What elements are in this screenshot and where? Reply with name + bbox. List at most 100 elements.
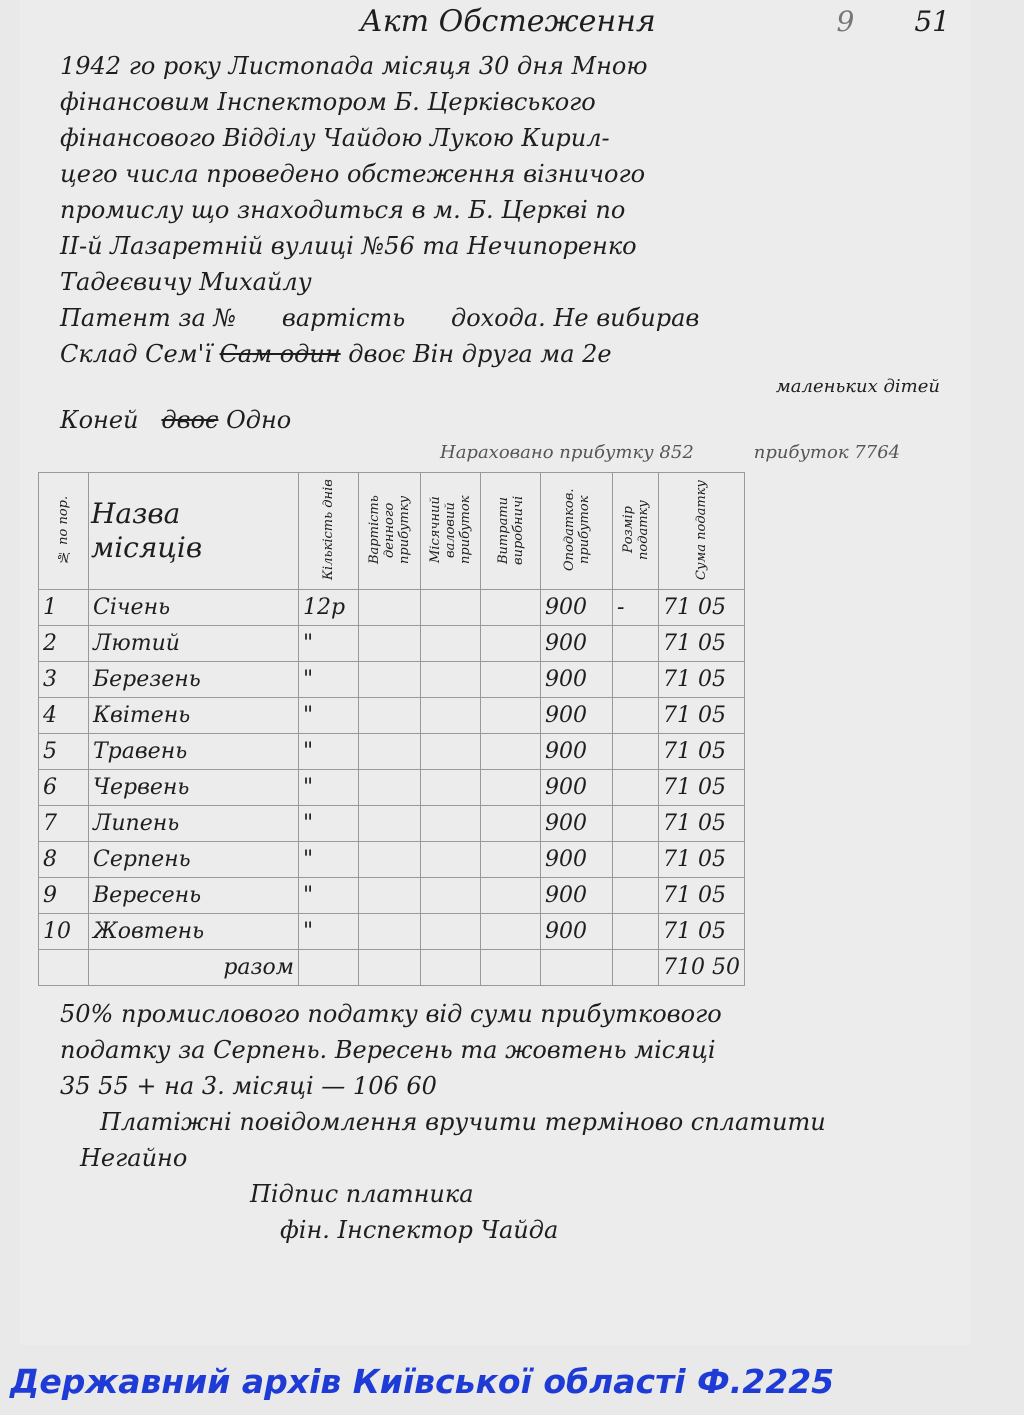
- cell-taxable: 900: [540, 733, 613, 770]
- table-row: 10 Жовтень " 900 71 05: [38, 913, 745, 950]
- page-number: 51: [914, 5, 950, 38]
- family-rest: двоє Він друга ма 2е: [348, 340, 612, 368]
- cell-empty: [480, 733, 541, 770]
- cell-month: Лютий: [88, 625, 299, 662]
- cell-taxable: 900: [540, 877, 613, 914]
- table-row: 9 Вересень " 900 71 05: [38, 877, 745, 914]
- family-label: Склад Сем'ї: [60, 340, 212, 368]
- cell-sum: 71 05: [658, 841, 745, 878]
- cell-empty: [420, 913, 481, 950]
- cell-month: Квітень: [88, 697, 299, 734]
- text-line: фінансового Відділу Чайдою Лукою Кирил-: [60, 124, 610, 152]
- cell-rate: [612, 697, 659, 734]
- cell-empty: [420, 877, 481, 914]
- margin-annotation: Нараховано прибутку 852: [440, 442, 694, 463]
- table-row: 4 Квітень " 900 71 05: [38, 697, 745, 734]
- cell-days: ": [298, 913, 359, 950]
- cell-empty: [358, 697, 421, 734]
- cell-empty: [358, 949, 421, 986]
- payer-signature-label: Підпис платника: [250, 1180, 474, 1208]
- tax-table: № по пор. Назва місяців Кількість днів В…: [38, 472, 745, 986]
- horses-struck: двоє: [161, 406, 219, 434]
- cell-days: ": [298, 625, 359, 662]
- cell-rate: [612, 913, 659, 950]
- cell-taxable: 900: [540, 697, 613, 734]
- cell-empty: [540, 949, 613, 986]
- cell-sum: 71 05: [658, 769, 745, 806]
- cell-taxable: 900: [540, 841, 613, 878]
- cell-empty: [420, 769, 481, 806]
- cell-rate: [612, 877, 659, 914]
- inspector-signature: фін. Інспектор Чайда: [280, 1216, 559, 1244]
- cell-empty: [420, 661, 481, 698]
- cell-sum: 71 05: [658, 733, 745, 770]
- cell-days: ": [298, 733, 359, 770]
- cell-empty: [480, 877, 541, 914]
- cell-empty: [420, 949, 481, 986]
- cell-empty: [480, 949, 541, 986]
- cell-days: 12р: [298, 589, 359, 626]
- cell-rate: [612, 733, 659, 770]
- family-struck: Сам один: [219, 340, 341, 368]
- cell-month: Жовтень: [88, 913, 299, 950]
- cell-n: 7: [38, 805, 89, 842]
- cell-empty: [358, 841, 421, 878]
- cell-month: Червень: [88, 769, 299, 806]
- text-line: Негайно: [80, 1144, 188, 1172]
- document-title: Акт Обстеження: [360, 4, 656, 39]
- header-days: Кількість днів: [321, 479, 336, 581]
- header-tax-rate: Розмір податку: [620, 500, 651, 560]
- cell-taxable: 900: [540, 625, 613, 662]
- cell-n: 8: [38, 841, 89, 878]
- cell-empty: [420, 733, 481, 770]
- text-line: II-й Лазаретній вулиці №56 та Нечипоренк…: [60, 232, 637, 260]
- text-line: 50% промислового податку від суми прибут…: [60, 1000, 722, 1028]
- cell-rate: [612, 805, 659, 842]
- table-row: 6 Червень " 900 71 05: [38, 769, 745, 806]
- header-month: Назва місяців: [88, 472, 299, 590]
- cell-sum: 71 05: [658, 877, 745, 914]
- text-line: фінансовим Інспектором Б. Церківського: [60, 88, 596, 116]
- margin-annotations: Нараховано прибутку 852 прибуток 7764: [60, 438, 960, 468]
- title-row: Акт Обстеження 9 51: [60, 4, 960, 48]
- total-label: разом: [88, 949, 299, 986]
- cell-empty: [480, 841, 541, 878]
- cell-empty: [420, 841, 481, 878]
- cell-n: 3: [38, 661, 89, 698]
- header-tax-sum: Сума податку: [693, 480, 709, 580]
- cell-taxable: 900: [540, 769, 613, 806]
- cell-month: Липень: [88, 805, 299, 842]
- cell-n: 4: [38, 697, 89, 734]
- cell-empty: [38, 949, 89, 986]
- cell-empty: [358, 733, 421, 770]
- cell-n: 10: [38, 913, 89, 950]
- archive-caption: Державний архів Київської області Ф.2225: [10, 1362, 835, 1401]
- cell-empty: [358, 913, 421, 950]
- margin-annotation: прибуток 7764: [753, 442, 901, 463]
- text-line: податку за Серпень. Вересень та жовтень …: [60, 1036, 716, 1064]
- cell-empty: [480, 697, 541, 734]
- text-line: промислу що знаходиться в м. Б. Церкві п…: [60, 196, 626, 224]
- cell-empty: [480, 769, 541, 806]
- header-monthly-gross: Місячний валовий прибуток: [428, 495, 473, 565]
- cell-empty: [358, 877, 421, 914]
- table-header-row: № по пор. Назва місяців Кількість днів В…: [38, 472, 745, 590]
- cell-n: 2: [38, 625, 89, 662]
- cell-empty: [358, 589, 421, 626]
- table-total-row: разом 710 50: [38, 949, 745, 986]
- cell-rate: [612, 841, 659, 878]
- cell-sum: 71 05: [658, 661, 745, 698]
- cell-empty: [358, 661, 421, 698]
- cell-rate: [612, 769, 659, 806]
- cell-empty: [480, 661, 541, 698]
- cell-month: Січень: [88, 589, 299, 626]
- header-expenses: Витрати виробничі: [495, 495, 526, 565]
- cell-empty: [358, 805, 421, 842]
- total-value: 710 50: [658, 949, 745, 986]
- cell-sum: 71 05: [658, 697, 745, 734]
- cell-empty: [420, 697, 481, 734]
- text-line: 35 55 + на 3. місяці — 106 60: [60, 1072, 437, 1100]
- cell-days: ": [298, 805, 359, 842]
- header-daily-value: Вартість денного прибутку: [367, 495, 412, 565]
